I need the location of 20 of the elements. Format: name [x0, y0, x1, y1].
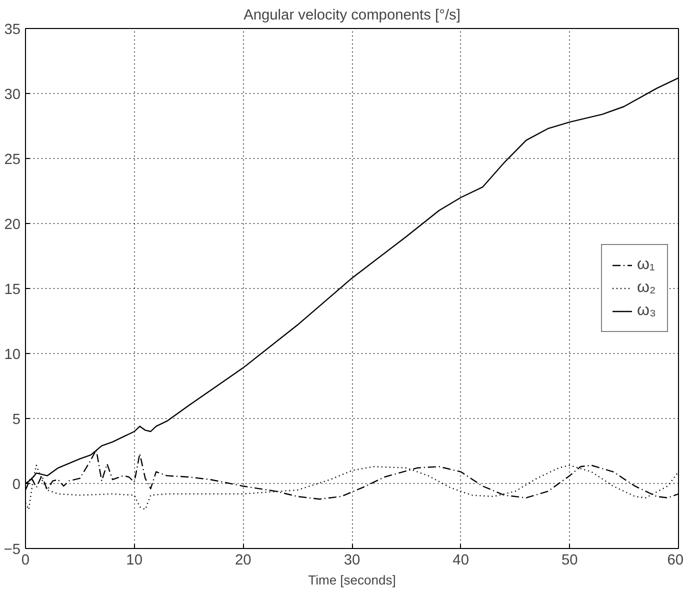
x-tick-label: 60 — [667, 552, 683, 568]
legend-label: ω₃ — [637, 302, 657, 320]
y-tick-label: 5 — [12, 412, 21, 428]
x-tick-label: 10 — [126, 552, 142, 568]
chart-title: Angular velocity components [°/s] — [244, 8, 460, 24]
x-axis-title: Time [seconds] — [308, 572, 396, 588]
y-tick-label: 35 — [4, 22, 21, 38]
y-tick-label: 10 — [4, 347, 21, 363]
y-tick-label: 30 — [4, 87, 21, 103]
y-tick-label: 0 — [12, 477, 21, 493]
legend-label: ω₁ — [637, 256, 656, 274]
legend-label: ω₂ — [637, 279, 657, 297]
x-tick-label: 50 — [562, 552, 578, 568]
y-tick-label: 20 — [4, 217, 21, 233]
y-tick-label: 25 — [4, 152, 21, 168]
y-tick-label: 15 — [4, 282, 21, 298]
x-tick-label: 20 — [235, 552, 252, 568]
x-tick-label: 40 — [452, 552, 469, 568]
y-tick-label: −5 — [4, 542, 21, 558]
x-tick-label: 30 — [344, 552, 360, 568]
